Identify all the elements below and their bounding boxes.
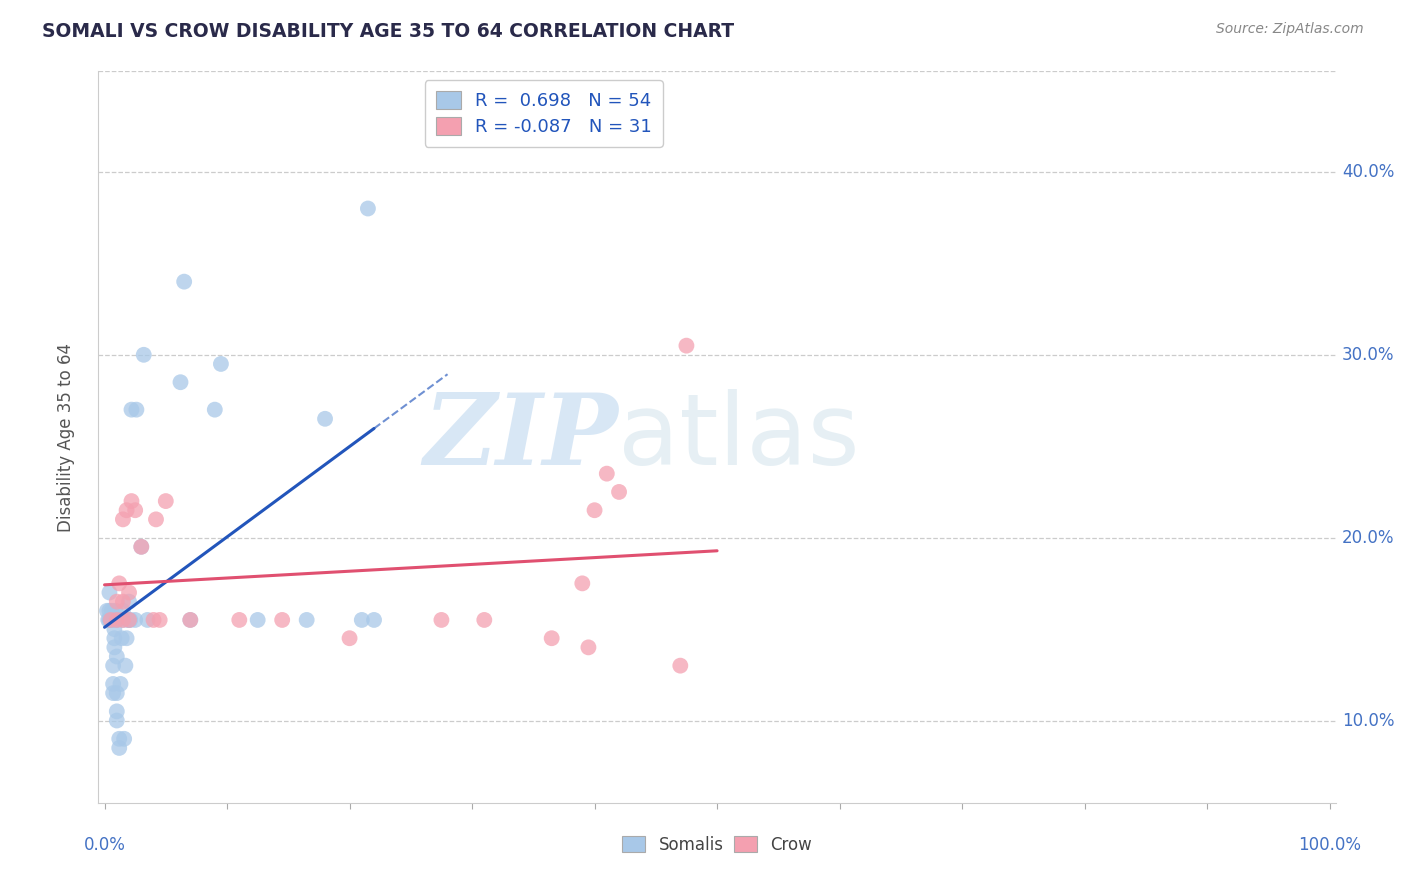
Point [97, 613, 120, 627]
Point [607, 485, 630, 500]
Text: atlas: atlas [619, 389, 859, 485]
Point [103, 632, 125, 646]
Point [118, 594, 141, 608]
Point [204, 402, 226, 417]
Point [578, 640, 600, 655]
Point [114, 658, 136, 673]
Point [350, 613, 373, 627]
Point [136, 613, 159, 627]
Point [145, 512, 167, 526]
Point [179, 613, 201, 627]
Point [583, 503, 606, 517]
Point [209, 357, 232, 371]
Point [540, 632, 562, 646]
Point [169, 376, 191, 390]
Point [105, 705, 128, 719]
Point [246, 613, 269, 627]
Text: 0.0%: 0.0% [83, 836, 125, 854]
Point [118, 613, 141, 627]
Point [98, 585, 121, 599]
Point [124, 613, 146, 627]
Point [111, 613, 134, 627]
Point [110, 677, 132, 691]
Point [295, 613, 318, 627]
Point [101, 613, 124, 627]
Legend: Somalis, Crow: Somalis, Crow [616, 829, 818, 860]
Point [115, 632, 138, 646]
Point [105, 594, 128, 608]
Point [111, 613, 134, 627]
Y-axis label: Disability Age 35 to 64: Disability Age 35 to 64 [56, 343, 75, 532]
Point [675, 339, 697, 353]
Point [357, 202, 380, 216]
Point [101, 686, 124, 700]
Point [125, 402, 148, 417]
Point [108, 740, 131, 755]
Point [105, 649, 128, 664]
Point [104, 613, 127, 627]
Point [118, 585, 141, 599]
Point [100, 613, 122, 627]
Point [121, 494, 143, 508]
Point [101, 677, 124, 691]
Text: 40.0%: 40.0% [1341, 163, 1395, 181]
Point [271, 613, 294, 627]
Point [111, 632, 134, 646]
Point [121, 402, 143, 417]
Point [115, 503, 138, 517]
Point [100, 613, 122, 627]
Point [129, 540, 152, 554]
Point [111, 512, 134, 526]
Point [98, 613, 121, 627]
Text: 10.0%: 10.0% [1341, 712, 1395, 730]
Point [118, 613, 141, 627]
Point [103, 613, 125, 627]
Point [111, 594, 134, 608]
Point [101, 658, 124, 673]
Point [96, 604, 118, 618]
Point [111, 604, 134, 618]
Point [132, 348, 155, 362]
Point [571, 576, 593, 591]
Text: ZIP: ZIP [423, 389, 619, 485]
Point [129, 540, 152, 554]
Point [105, 714, 128, 728]
Point [100, 613, 122, 627]
Point [228, 613, 250, 627]
Text: 30.0%: 30.0% [1341, 346, 1395, 364]
Point [155, 494, 177, 508]
Text: 20.0%: 20.0% [1341, 529, 1395, 547]
Point [104, 604, 127, 618]
Point [669, 658, 692, 673]
Point [117, 613, 139, 627]
Point [179, 613, 201, 627]
Point [103, 622, 125, 636]
Point [105, 613, 128, 627]
Point [98, 604, 121, 618]
Text: Source: ZipAtlas.com: Source: ZipAtlas.com [1216, 22, 1364, 37]
Point [112, 731, 135, 746]
Point [103, 640, 125, 655]
Point [124, 503, 146, 517]
Point [101, 604, 124, 618]
Point [430, 613, 453, 627]
Point [472, 613, 495, 627]
Point [105, 613, 128, 627]
Point [142, 613, 165, 627]
Point [104, 613, 127, 627]
Point [314, 412, 336, 426]
Point [149, 613, 172, 627]
Point [120, 613, 142, 627]
Text: SOMALI VS CROW DISABILITY AGE 35 TO 64 CORRELATION CHART: SOMALI VS CROW DISABILITY AGE 35 TO 64 C… [42, 22, 734, 41]
Point [108, 731, 131, 746]
Text: 100.0%: 100.0% [1298, 836, 1361, 854]
Point [339, 632, 361, 646]
Point [596, 467, 619, 481]
Point [173, 275, 195, 289]
Point [363, 613, 385, 627]
Point [108, 576, 131, 591]
Point [105, 686, 128, 700]
